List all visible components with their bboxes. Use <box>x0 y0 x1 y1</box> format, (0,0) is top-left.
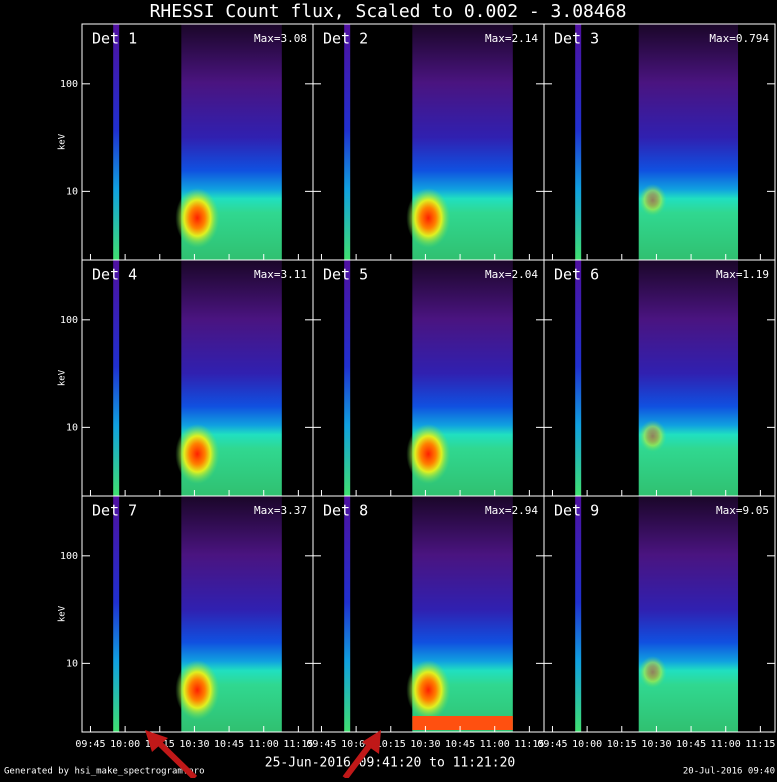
panel-annotation: Max=3.37 <box>254 504 307 517</box>
x-tick-label: 10:00 <box>572 739 602 750</box>
arrow <box>153 737 198 781</box>
spectrogram-stripe <box>344 496 351 732</box>
x-tick-label: 11:00 <box>249 739 279 750</box>
y-tick-label: 10 <box>66 422 78 433</box>
x-tick-label: 11:15 <box>514 739 544 750</box>
spectrogram-block <box>638 496 739 732</box>
arrow-head <box>362 730 381 754</box>
x-tick-label: 10:00 <box>341 739 371 750</box>
spectrogram-stripe <box>113 496 120 732</box>
panel-annotation: Max=9.05 <box>716 504 769 517</box>
panel-annotation: Max=2.94 <box>485 504 538 517</box>
spectrogram-stripe <box>575 260 582 496</box>
footer-right: 20-Jul-2016 09:40 <box>683 767 775 777</box>
x-tick-label: 10:45 <box>214 739 244 750</box>
panel-annotation: Max=2.14 <box>485 32 538 45</box>
y-axis-label: keV <box>58 133 68 150</box>
spectrogram-stripe <box>575 496 582 732</box>
x-tick-label: 10:30 <box>179 739 209 750</box>
spectrogram-stripe <box>113 24 120 260</box>
x-tick-label: 10:15 <box>376 739 406 750</box>
spectrogram-stripe <box>344 260 351 496</box>
panel-title: Det 7 <box>92 502 137 520</box>
spectrogram-block <box>638 260 739 496</box>
panel-annotation: Max=1.19 <box>716 268 769 281</box>
arrow-head <box>145 730 168 752</box>
spectrogram-stripe <box>113 260 120 496</box>
panel-title: Det 6 <box>554 266 599 284</box>
x-tick-label: 10:15 <box>607 739 637 750</box>
spectrogram-peak <box>638 420 667 452</box>
spectrogram-peak <box>175 424 220 484</box>
y-tick-label: 10 <box>66 186 78 197</box>
y-axis-label: keV <box>58 605 68 622</box>
spectrogram-peak <box>406 424 451 484</box>
panel-title: Det 4 <box>92 266 137 284</box>
spectrogram-peak <box>406 660 451 720</box>
x-tick-label: 11:00 <box>711 739 741 750</box>
panel-annotation: Max=2.04 <box>485 268 538 281</box>
arrows <box>145 730 381 781</box>
spectrogram-block <box>638 24 739 260</box>
panel-frame <box>543 495 776 733</box>
spectrogram-stripe <box>344 24 351 260</box>
x-tick-label: 10:30 <box>641 739 671 750</box>
y-tick-label: 10 <box>66 658 78 669</box>
panel-title: Det 2 <box>323 30 368 48</box>
panels: 10 100 keV Det 1 Max=3.08 Det 2 Max=2.14 Det 3 M… <box>58 23 776 750</box>
x-tick-label: 10:30 <box>410 739 440 750</box>
x-tick-label: 11:15 <box>283 739 313 750</box>
x-tick-label: 10:45 <box>676 739 706 750</box>
arrow <box>342 740 375 780</box>
spectrogram-peak <box>638 184 667 216</box>
spectrogram-peak <box>175 188 220 248</box>
spectrogram-band <box>412 716 513 730</box>
panel-annotation: Max=3.11 <box>254 268 307 281</box>
x-tick-label: 10:45 <box>445 739 475 750</box>
y-tick-label: 100 <box>60 315 78 326</box>
panel-title: Det 1 <box>92 30 137 48</box>
panel-title: Det 3 <box>554 30 599 48</box>
y-tick-label: 100 <box>60 79 78 90</box>
spectrogram-stripe <box>575 24 582 260</box>
chart-title: RHESSI Count flux, Scaled to 0.002 - 3.0… <box>150 1 627 22</box>
footer-center: 25-Jun-2016 09:41:20 to 11:21:20 <box>265 756 515 771</box>
spectrogram-peak <box>175 660 220 720</box>
y-tick-label: 100 <box>60 551 78 562</box>
panel-annotation: Max=3.08 <box>254 32 307 45</box>
panel-title: Det 5 <box>323 266 368 284</box>
x-tick-label: 09:45 <box>306 739 336 750</box>
panel-annotation: Max=0.794 <box>709 32 769 45</box>
x-tick-label: 10:00 <box>110 739 140 750</box>
x-tick-label: 11:15 <box>745 739 775 750</box>
x-tick-label: 09:45 <box>537 739 567 750</box>
panel-title: Det 8 <box>323 502 368 520</box>
x-tick-label: 09:45 <box>75 739 105 750</box>
y-axis-label: keV <box>58 369 68 386</box>
x-tick-label: 11:00 <box>480 739 510 750</box>
footer-left: Generated by hsi_make_spectrogram.pro <box>4 767 204 777</box>
spectrogram-peak <box>406 188 451 248</box>
panel-title: Det 9 <box>554 502 599 520</box>
spectrogram-peak <box>638 656 667 688</box>
